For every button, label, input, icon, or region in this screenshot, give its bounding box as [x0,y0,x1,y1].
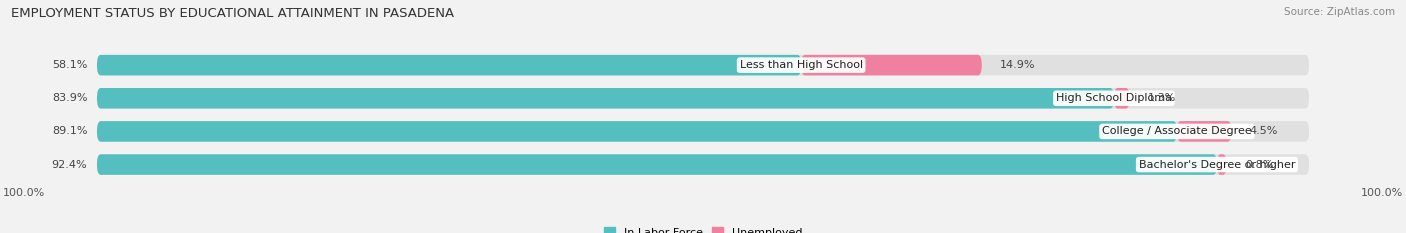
Text: 100.0%: 100.0% [1361,188,1403,199]
Text: 100.0%: 100.0% [3,188,45,199]
Text: 4.5%: 4.5% [1250,127,1278,136]
Text: 58.1%: 58.1% [52,60,87,70]
FancyBboxPatch shape [97,121,1177,142]
Text: 0.8%: 0.8% [1244,160,1274,170]
Legend: In Labor Force, Unemployed: In Labor Force, Unemployed [599,223,807,233]
FancyBboxPatch shape [801,55,981,75]
Text: Bachelor's Degree or higher: Bachelor's Degree or higher [1139,160,1295,170]
Text: EMPLOYMENT STATUS BY EDUCATIONAL ATTAINMENT IN PASADENA: EMPLOYMENT STATUS BY EDUCATIONAL ATTAINM… [11,7,454,20]
FancyBboxPatch shape [1218,154,1226,175]
Text: 1.3%: 1.3% [1147,93,1175,103]
FancyBboxPatch shape [97,88,1114,109]
FancyBboxPatch shape [97,154,1309,175]
Text: Source: ZipAtlas.com: Source: ZipAtlas.com [1284,7,1395,17]
FancyBboxPatch shape [97,55,801,75]
FancyBboxPatch shape [97,55,1309,75]
Text: 92.4%: 92.4% [52,160,87,170]
Text: 14.9%: 14.9% [1000,60,1035,70]
FancyBboxPatch shape [97,154,1218,175]
Text: College / Associate Degree: College / Associate Degree [1102,127,1251,136]
Text: 89.1%: 89.1% [52,127,87,136]
FancyBboxPatch shape [97,88,1309,109]
FancyBboxPatch shape [1177,121,1232,142]
Text: 83.9%: 83.9% [52,93,87,103]
Text: Less than High School: Less than High School [740,60,863,70]
Text: High School Diploma: High School Diploma [1056,93,1171,103]
FancyBboxPatch shape [1114,88,1129,109]
FancyBboxPatch shape [97,121,1309,142]
